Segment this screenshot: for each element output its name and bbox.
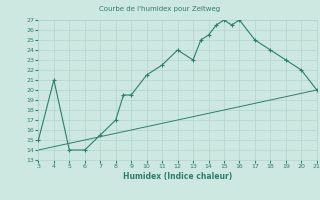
Text: Courbe de l'humidex pour Zeltweg: Courbe de l'humidex pour Zeltweg (100, 6, 220, 12)
X-axis label: Humidex (Indice chaleur): Humidex (Indice chaleur) (123, 172, 232, 181)
